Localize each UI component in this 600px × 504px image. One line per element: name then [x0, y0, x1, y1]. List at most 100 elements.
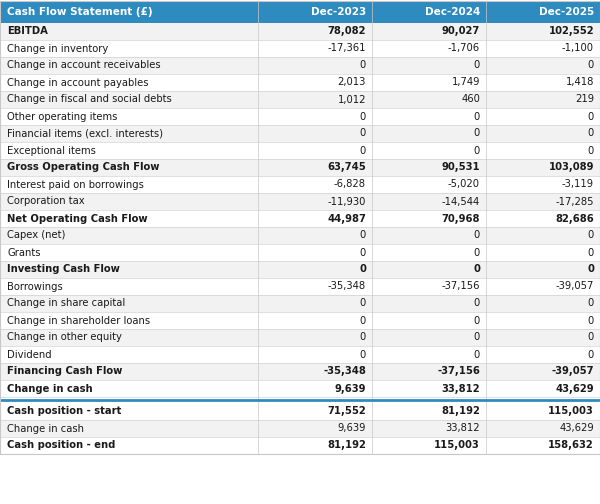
Text: 0: 0 [474, 316, 480, 326]
Text: 71,552: 71,552 [327, 407, 366, 416]
Text: 9,639: 9,639 [337, 423, 366, 433]
Text: Exceptional items: Exceptional items [7, 146, 96, 156]
Text: -39,057: -39,057 [556, 282, 594, 291]
Text: 0: 0 [360, 316, 366, 326]
Text: -11,930: -11,930 [328, 197, 366, 207]
Text: -17,361: -17,361 [328, 43, 366, 53]
Text: 0: 0 [588, 349, 594, 359]
Text: Change in inventory: Change in inventory [7, 43, 108, 53]
Text: 33,812: 33,812 [445, 423, 480, 433]
Text: -39,057: -39,057 [551, 366, 594, 376]
Text: Investing Cash Flow: Investing Cash Flow [7, 265, 120, 275]
Text: 0: 0 [588, 146, 594, 156]
Text: 43,629: 43,629 [556, 384, 594, 394]
Text: -1,100: -1,100 [562, 43, 594, 53]
Text: 1,749: 1,749 [452, 78, 480, 88]
Bar [0, 261, 600, 278]
Bar [0, 142, 600, 159]
Text: 2,013: 2,013 [338, 78, 366, 88]
Text: -1,706: -1,706 [448, 43, 480, 53]
Bar [0, 74, 600, 91]
Text: Capex (net): Capex (net) [7, 230, 65, 240]
Text: -5,020: -5,020 [448, 179, 480, 190]
Text: 81,192: 81,192 [327, 440, 366, 451]
Bar [0, 363, 600, 380]
Text: Change in fiscal and social debts: Change in fiscal and social debts [7, 95, 172, 104]
Text: 115,003: 115,003 [548, 407, 594, 416]
Text: 219: 219 [575, 95, 594, 104]
Text: Cash position - start: Cash position - start [7, 407, 121, 416]
Text: 90,027: 90,027 [442, 27, 480, 36]
Text: Financing Cash Flow: Financing Cash Flow [7, 366, 122, 376]
Text: 0: 0 [588, 129, 594, 139]
Bar [0, 125, 600, 142]
Text: -37,156: -37,156 [437, 366, 480, 376]
Text: -3,119: -3,119 [562, 179, 594, 190]
Bar [0, 210, 600, 227]
Text: 0: 0 [360, 333, 366, 343]
Text: Change in account payables: Change in account payables [7, 78, 149, 88]
Text: 44,987: 44,987 [327, 214, 366, 223]
Text: 70,968: 70,968 [442, 214, 480, 223]
Text: Dividend: Dividend [7, 349, 52, 359]
Bar [0, 380, 600, 397]
Bar [0, 244, 600, 261]
Text: 0: 0 [360, 129, 366, 139]
Text: 82,686: 82,686 [555, 214, 594, 223]
Bar [0, 91, 600, 108]
Bar [0, 193, 600, 210]
Text: 0: 0 [588, 247, 594, 258]
Text: Change in cash: Change in cash [7, 423, 84, 433]
Text: 102,552: 102,552 [548, 27, 594, 36]
Text: 1,418: 1,418 [566, 78, 594, 88]
Text: Change in shareholder loans: Change in shareholder loans [7, 316, 150, 326]
Text: EBITDA: EBITDA [7, 27, 48, 36]
Bar [0, 295, 600, 312]
Text: Dec-2023: Dec-2023 [311, 7, 366, 17]
Text: 0: 0 [588, 316, 594, 326]
Text: 0: 0 [360, 349, 366, 359]
Text: Change in cash: Change in cash [7, 384, 92, 394]
Text: 0: 0 [588, 111, 594, 121]
Text: 0: 0 [474, 111, 480, 121]
Bar [0, 420, 600, 437]
Text: 103,089: 103,089 [548, 162, 594, 172]
Text: -37,156: -37,156 [442, 282, 480, 291]
Bar [0, 108, 600, 125]
Text: 33,812: 33,812 [442, 384, 480, 394]
Text: 0: 0 [588, 298, 594, 308]
Text: -35,348: -35,348 [323, 366, 366, 376]
Text: 158,632: 158,632 [548, 440, 594, 451]
Text: 78,082: 78,082 [328, 27, 366, 36]
Text: Cash Flow Statement (£): Cash Flow Statement (£) [7, 7, 152, 17]
Text: 0: 0 [359, 265, 366, 275]
Text: 0: 0 [474, 60, 480, 71]
Text: Corporation tax: Corporation tax [7, 197, 85, 207]
Bar [0, 278, 600, 295]
Text: 63,745: 63,745 [327, 162, 366, 172]
Text: 90,531: 90,531 [442, 162, 480, 172]
Text: 0: 0 [360, 298, 366, 308]
Text: Cash position - end: Cash position - end [7, 440, 115, 451]
Text: 1,012: 1,012 [337, 95, 366, 104]
Text: Dec-2025: Dec-2025 [539, 7, 594, 17]
Bar [0, 159, 600, 176]
Text: 0: 0 [474, 129, 480, 139]
Text: 0: 0 [588, 60, 594, 71]
Bar [0, 176, 600, 193]
Text: Change in account receivables: Change in account receivables [7, 60, 161, 71]
Text: 0: 0 [474, 230, 480, 240]
Text: Change in share capital: Change in share capital [7, 298, 125, 308]
Text: 43,629: 43,629 [559, 423, 594, 433]
Text: 0: 0 [360, 111, 366, 121]
Bar [0, 23, 600, 40]
Text: 0: 0 [360, 60, 366, 71]
Text: Grants: Grants [7, 247, 41, 258]
Text: 0: 0 [360, 230, 366, 240]
Text: 0: 0 [360, 247, 366, 258]
Text: 0: 0 [474, 349, 480, 359]
Text: -6,828: -6,828 [334, 179, 366, 190]
Text: 0: 0 [588, 230, 594, 240]
Text: 115,003: 115,003 [434, 440, 480, 451]
Text: 81,192: 81,192 [441, 407, 480, 416]
